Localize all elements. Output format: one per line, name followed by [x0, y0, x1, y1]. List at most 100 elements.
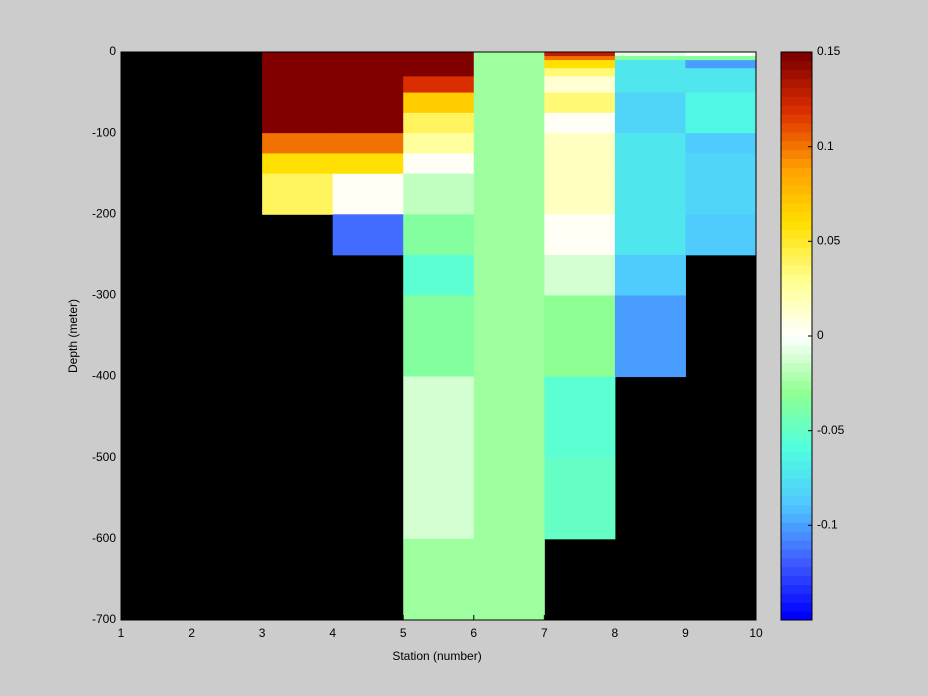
- y-tick-label: -700: [92, 612, 116, 626]
- colorbar-swatch: [781, 291, 812, 301]
- heatmap-cell: [473, 56, 545, 61]
- colorbar-swatch: [781, 140, 812, 151]
- colorbar-swatch: [781, 105, 812, 115]
- colorbar-swatch: [781, 549, 812, 559]
- colorbar-swatch: [781, 566, 812, 577]
- colorbar-swatch: [781, 211, 812, 222]
- colorbar-swatch: [781, 220, 812, 230]
- heatmap-cell: [685, 112, 757, 134]
- heatmap-cell: [403, 68, 475, 77]
- colorbar-swatch: [781, 442, 812, 452]
- colorbar-swatch: [781, 593, 812, 603]
- colorbar-swatch: [781, 371, 812, 381]
- heatmap-cell: [403, 173, 475, 215]
- colorbar-swatch: [781, 344, 812, 355]
- heatmap-cell: [685, 76, 757, 94]
- heatmap-cell: [262, 92, 334, 114]
- heatmap-cell: [685, 173, 757, 215]
- heatmap-cell: [473, 133, 545, 154]
- colorbar-swatch: [781, 336, 812, 346]
- heatmap-cell: [403, 133, 475, 154]
- colorbar-swatch: [781, 185, 812, 195]
- heatmap-cell: [262, 76, 334, 94]
- x-tick-label: 9: [682, 626, 689, 640]
- colorbar-swatch: [781, 486, 812, 497]
- y-tick-label: -600: [92, 531, 116, 545]
- colorbar-swatch: [781, 424, 812, 435]
- colorbar-swatch: [781, 202, 812, 213]
- heatmap-cell: [262, 112, 334, 134]
- heatmap-cell: [473, 153, 545, 175]
- heatmap-cell: [544, 112, 616, 134]
- heatmap-cell: [473, 457, 545, 540]
- colorbar-swatch: [781, 149, 812, 159]
- heatmap-cell: [332, 56, 404, 61]
- y-axis-label: Depth (meter): [66, 299, 80, 373]
- y-tick-label: 0: [109, 44, 116, 58]
- heatmap-cell: [262, 56, 334, 61]
- heatmap-cell: [544, 376, 616, 459]
- heatmap-cell: [614, 92, 686, 114]
- colorbar-swatch: [781, 398, 812, 408]
- heatmap-cell: [614, 153, 686, 175]
- colorbar-swatch: [781, 114, 812, 124]
- x-tick-label: 6: [470, 626, 477, 640]
- colorbar-swatch: [781, 415, 812, 426]
- heatmap-cell: [403, 92, 475, 114]
- colorbar-tick-label: 0.05: [817, 234, 841, 248]
- heatmap-cell: [544, 173, 616, 215]
- x-tick-label: 8: [612, 626, 619, 640]
- colorbar-swatch: [781, 602, 812, 612]
- heatmap-cell: [403, 60, 475, 69]
- colorbar-swatch: [781, 407, 812, 417]
- heatmap-cell: [403, 153, 475, 175]
- heatmap-cell: [685, 60, 757, 69]
- colorbar-swatch: [781, 96, 812, 106]
- colorbar-swatch: [781, 318, 812, 328]
- heatmap-cell: [544, 133, 616, 154]
- heatmap-cell: [544, 52, 616, 57]
- heatmap-cell: [473, 68, 545, 77]
- heatmap-cell: [403, 112, 475, 134]
- heatmap-cell: [544, 56, 616, 61]
- colorbar-swatch: [781, 309, 812, 319]
- colorbar-swatch: [781, 282, 812, 293]
- x-tick-label: 1: [118, 626, 125, 640]
- colorbar-swatch: [781, 256, 812, 266]
- colorbar-swatch: [781, 60, 812, 71]
- y-tick-label: -500: [92, 450, 116, 464]
- heatmap-cell: [685, 214, 757, 256]
- plot-frame: [120, 51, 757, 621]
- heatmap-cell: [544, 254, 616, 296]
- heatmap-cell: [614, 60, 686, 69]
- heatmap-cell: [403, 457, 475, 540]
- heatmap-cell: [544, 457, 616, 540]
- heatmap-cell: [544, 60, 616, 69]
- x-axis-label: Station (number): [392, 649, 481, 663]
- heatmap-cell: [332, 153, 404, 175]
- x-tick-label: 10: [749, 626, 763, 640]
- colorbar-swatch: [781, 238, 812, 248]
- heatmap-cell: [262, 133, 334, 154]
- heatmap-cell: [544, 295, 616, 378]
- colorbar-swatch: [781, 433, 812, 443]
- heatmap-cell: [473, 60, 545, 69]
- heatmap-cell: [544, 92, 616, 114]
- y-tick-label: -400: [92, 369, 116, 383]
- heatmap-cell: [473, 376, 545, 459]
- colorbar-swatch: [781, 353, 812, 364]
- y-tick-label: -300: [92, 288, 116, 302]
- heatmap-cell: [473, 538, 545, 621]
- colorbar-swatch: [781, 300, 812, 310]
- colorbar-swatch: [781, 69, 812, 80]
- heatmap-cell: [332, 173, 404, 215]
- y-tick-label: -200: [92, 206, 116, 220]
- colorbar-swatch: [781, 531, 812, 541]
- heatmap-cell: [332, 68, 404, 77]
- colorbar-swatch: [781, 247, 812, 257]
- colorbar-swatch: [781, 52, 812, 62]
- colorbar-tick-label: -0.05: [817, 423, 845, 437]
- colorbar-swatch: [781, 389, 812, 399]
- heatmap-cell: [473, 52, 545, 57]
- colorbar-swatch: [781, 451, 812, 461]
